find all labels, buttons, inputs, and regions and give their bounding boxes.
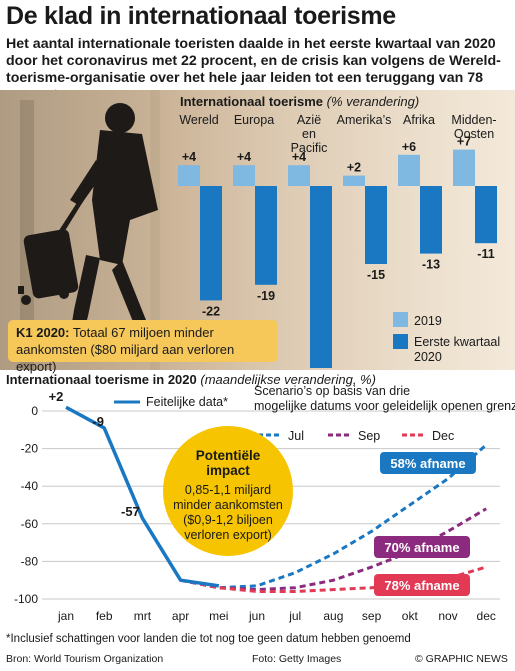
y-tick-label: 0 (31, 404, 38, 418)
bar-category-label: Azië en Pacific (291, 113, 328, 155)
legend-actual-label: Feitelijke data* (146, 395, 228, 409)
x-tick-label: mrt (134, 609, 152, 623)
scenario-badge (374, 536, 470, 558)
bar-2019 (343, 175, 365, 186)
traveller-photo (18, 90, 172, 370)
q1-callout: K1 2020: Totaal 67 miljoen minder aankom… (8, 320, 278, 374)
x-tick-label: mei (209, 609, 228, 623)
actual-line (65, 405, 220, 588)
x-tick-label: nov (438, 609, 457, 623)
bar-q1-2020 (255, 186, 277, 285)
impact-circle (163, 426, 293, 556)
impact-text: 0,85-1,1 miljard minder aankomsten ($0,9-1… (173, 483, 283, 542)
bar-2019-value: +6 (402, 140, 416, 154)
bar-2019 (453, 149, 475, 186)
bar-category-label: Wereld (179, 113, 218, 127)
scenario-badge-label: 70% afname (384, 540, 459, 555)
footnote: *Inclusief schattingen voor landen die t… (6, 633, 411, 645)
x-tick-label: feb (96, 609, 113, 623)
bar-category-label: Amerika’s (337, 113, 392, 127)
scenario-badge (380, 452, 476, 474)
bar-q1-2020-value: -11 (477, 247, 494, 261)
q1-callout-text: Totaal 67 miljoen minder aankomsten ($80… (16, 325, 235, 374)
photo-credit: Foto: Getty Images (252, 653, 342, 665)
bar-2019-value: +7 (457, 135, 471, 149)
bar-category-label: Europa (234, 113, 274, 127)
x-tick-label: okt (402, 609, 419, 623)
legend-label-q1-2020: Eerste kwartaal 2020 (414, 335, 500, 364)
bar-q1-2020 (310, 186, 332, 368)
bar-2019-value: +2 (347, 161, 361, 175)
bar-2019-value: +4 (292, 150, 306, 164)
bar-chart-unit: (% verandering) (326, 94, 420, 109)
x-tick-label: apr (172, 609, 189, 623)
brand-credit: © GRAPHIC NEWS (415, 653, 508, 665)
legend-scenario-label: Dec (432, 429, 454, 443)
bar-2019 (178, 165, 200, 186)
scenario-badge (374, 574, 470, 596)
bar-q1-2020-value: -19 (257, 289, 275, 303)
x-tick-label: aug (323, 609, 343, 623)
legend-scenario-label: Sep (358, 429, 380, 443)
actual-value-label: -9 (92, 414, 104, 429)
bar-q1-2020 (475, 186, 497, 244)
bar-chart: Wereld+4-22Europa+4-19AziëenPacific+4-35… (178, 113, 500, 368)
line-chart-unit: (maandelijkse verandering, %) (200, 372, 376, 387)
source-credit: Bron: World Tourism Organization (6, 653, 164, 665)
bar-2019-value: +4 (182, 150, 196, 164)
bar-q1-2020 (200, 186, 222, 301)
scenario-badge-label: 78% afname (384, 578, 459, 593)
line-chart-title: Internationaal toerisme in 2020 (maandel… (6, 372, 376, 387)
y-tick-label: -40 (21, 479, 39, 493)
legend-swatch-2019 (393, 312, 408, 327)
bar-2019-value: +4 (237, 150, 251, 164)
x-tick-label: sep (362, 609, 382, 623)
x-tick-label: jul (288, 609, 301, 623)
x-tick-label: jun (248, 609, 265, 623)
bar-category-label: Midden-Oosten (451, 113, 496, 141)
x-tick-label: jan (57, 609, 74, 623)
bar-q1-2020 (420, 186, 442, 254)
legend-scenario-label: Jul (288, 429, 304, 443)
line-chart: 0 -20 -40 -60 -80 -100 jan feb mrt apr mei jun jul au… (14, 384, 515, 623)
scenario-line (180, 565, 487, 593)
y-tick-label: -20 (21, 442, 39, 456)
x-tick-label: dec (477, 609, 496, 623)
page-title: De klad in internationaal toerisme (6, 2, 396, 30)
bar-2019 (233, 165, 255, 186)
y-tick-label: -100 (14, 592, 38, 606)
bar-chart-title: Internationaal toerisme (% verandering) (180, 94, 420, 109)
q1-callout-label: K1 2020: (16, 325, 70, 340)
scenario-badge-label: 58% afname (390, 456, 465, 471)
bar-q1-2020-value: -13 (422, 258, 440, 272)
scenario-heading: Scenario’s op basis van drie mogelijke da… (254, 384, 515, 413)
actual-value-label: -57 (121, 504, 140, 519)
bar-q1-2020-value: -22 (202, 304, 220, 318)
y-tick-label: -60 (21, 517, 39, 531)
y-tick-label: -80 (21, 554, 39, 568)
legend-swatch-q1-2020 (393, 334, 408, 349)
bar-category-label: Afrika (403, 113, 435, 127)
bar-q1-2020-value: -15 (367, 268, 385, 282)
impact-title: Potentiële impact (196, 448, 261, 478)
legend-label-2019: 2019 (414, 314, 442, 328)
actual-value-label: +2 (49, 389, 64, 404)
bar-q1-2020 (365, 186, 387, 264)
bar-2019 (288, 165, 310, 186)
bar-2019 (398, 154, 420, 186)
